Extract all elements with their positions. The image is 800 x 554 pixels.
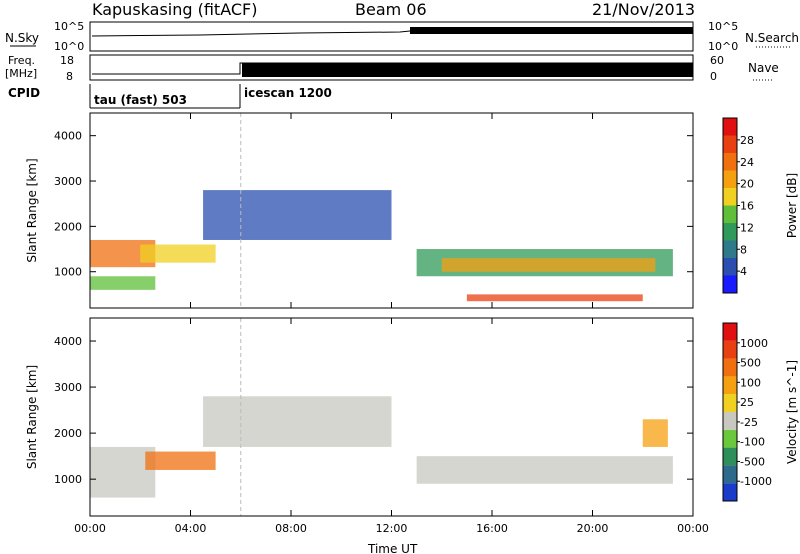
colorbar-cell-1-3 [723,429,737,448]
x-tick-label-3: 12:00 [376,522,408,535]
colorbar-cell-0-5 [723,188,737,206]
date-title: 21/Nov/2013 [592,0,695,19]
colorbar-cell-0-1 [723,258,737,276]
colorbar-label-0-3: 16 [740,200,754,213]
scatter-region-0-6 [466,294,643,302]
x-tick-label-4: 16:00 [476,522,508,535]
scatter-region-0-3 [203,190,392,240]
y-tick-label-1-3: 4000 [54,335,82,348]
colorbar-cell-1-2 [723,447,737,466]
scatter-region-1-1 [145,451,216,470]
nave-tick-top: 60 [710,54,724,67]
colorbar-cell-1-6 [723,376,737,395]
x-tick-label-0: 00:00 [74,522,106,535]
colorbar-cell-1-0 [723,483,737,501]
y-tick-label-0-1: 2000 [54,220,82,233]
colorbar-cell-0-0 [723,275,737,293]
colorbar-label-0-4: 20 [740,178,754,191]
nave-label: Nave [748,61,779,75]
y-tick-label-0-2: 3000 [54,175,82,188]
freq-tick-bottom: 8 [66,70,73,83]
x-tick-label-2: 08:00 [275,522,307,535]
colorbar-label-0-6: 28 [740,134,754,147]
colorbar-label-1-4: -25 [740,416,758,429]
nsearch-tick-bottom: 10^0 [708,40,738,53]
colorbar-cell-1-7 [723,358,737,377]
colorbar-cell-0-2 [723,240,737,258]
cpid-seg-2: icescan 1200 [244,86,332,100]
station-title: Kapuskasing (fitACF) [92,0,257,19]
colorbar-cell-1-5 [723,394,737,412]
colorbar-label-0-0: 4 [740,265,747,278]
colorbar-label-0-2: 12 [740,221,754,234]
y-tick-label-1-0: 1000 [54,473,82,486]
beam-title: Beam 06 [355,0,427,19]
freq-label: Freq. [8,54,35,67]
colorbar-cell-0-6 [723,170,737,188]
y-tick-label-0-0: 1000 [54,266,82,279]
scatter-region-0-0 [90,276,156,290]
colorbar-label-0-5: 24 [740,156,754,169]
nsky-label: N.Sky [5,31,39,45]
colorbar-cell-0-3 [723,223,737,241]
nave-band [242,63,693,77]
colorbar-cell-0-4 [723,205,737,223]
colorbar-cell-0-9 [723,118,737,136]
colorbar-label-1-3: 25 [740,396,754,409]
y-axis-label-0: Slant Range [km] [25,158,39,262]
x-tick-label-1: 04:00 [175,522,207,535]
nave-tick-bottom: 0 [710,70,717,83]
colorbar-title-1: Velocity [m s^-1] [785,360,799,464]
colorbar-cell-0-7 [723,153,737,171]
scatter-region-0-2 [140,244,216,263]
colorbar-title-0: Power [dB] [785,173,799,238]
scatter-region-1-0 [90,446,156,498]
freq-unit: [MHz] [5,67,37,80]
scatter-region-0-5 [441,258,656,272]
nsky-panel-frame [89,21,694,52]
scatter-region-1-4 [642,419,668,447]
colorbar-cell-1-8 [723,340,737,359]
x-tick-label-5: 20:00 [577,522,609,535]
colorbar-cell-1-9 [723,323,737,341]
colorbar-label-1-5: -100 [740,436,765,449]
colorbar-label-0-1: 8 [740,243,747,256]
colorbar-label-1-2: 100 [740,376,761,389]
nsky-tick-top: 10^5 [54,20,84,33]
nsearch-tick-top: 10^5 [708,20,738,33]
cpid-label: CPID [8,86,40,100]
y-tick-label-1-2: 3000 [54,381,82,394]
colorbar-cell-1-1 [723,465,737,484]
x-tick-label-6: 00:00 [677,522,709,535]
freq-tick-top: 18 [60,54,74,67]
x-axis-title: Time UT [367,542,418,554]
scatter-region-1-2 [203,396,392,447]
colorbar-label-1-6: -500 [740,455,765,468]
scatter-region-1-3 [416,456,673,484]
y-tick-label-0-3: 4000 [54,130,82,143]
cpid-seg-1: tau (fast) 503 [94,93,187,107]
y-axis-label-1: Slant Range [km] [25,365,39,469]
colorbar-label-1-1: 500 [740,357,761,370]
colorbar-frame-1 [722,322,738,502]
nsearch-band [410,27,693,34]
nsearch-label: N.Search [745,31,799,45]
colorbar-cell-0-8 [723,135,737,153]
nsky-tick-bottom: 10^0 [54,40,84,53]
colorbar-label-1-7: -1000 [740,475,772,488]
colorbar-label-1-0: 1000 [740,337,768,350]
colorbar-cell-1-4 [723,412,737,430]
y-tick-label-1-1: 2000 [54,427,82,440]
